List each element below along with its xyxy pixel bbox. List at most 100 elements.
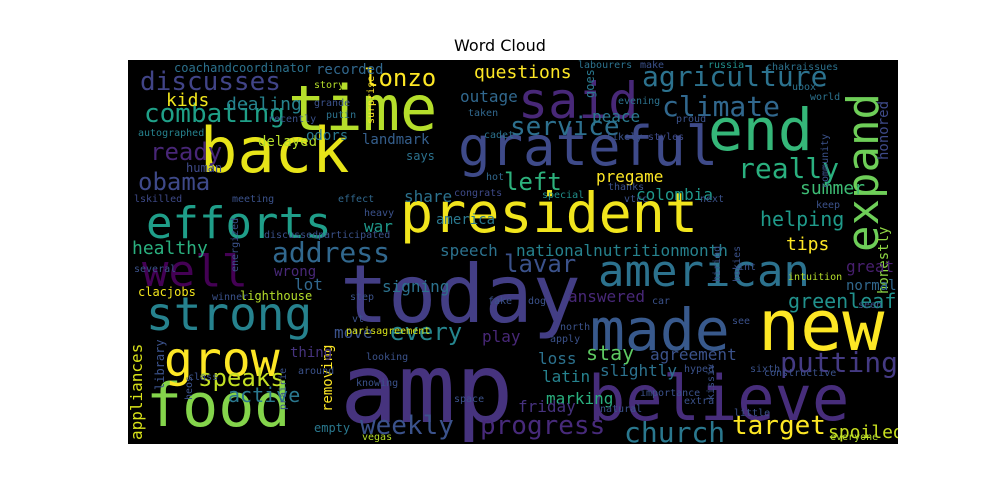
word-helping: helping [760, 207, 844, 231]
word-believe: believe [588, 362, 849, 435]
word-marking: marking [546, 389, 613, 408]
word-vtcc: vtcc [624, 194, 648, 205]
word-progress: progress [480, 411, 605, 441]
word-president: president [400, 181, 698, 245]
word-intuition: intuition [788, 272, 842, 283]
word-delayed: delayed [258, 134, 317, 150]
word-expand: expand [838, 93, 889, 252]
word-colombia: colombia [636, 185, 713, 204]
word-everyone: everyone [830, 432, 878, 443]
word-several: several [134, 264, 176, 275]
word-share: share [404, 187, 452, 206]
word-community: community [820, 134, 831, 188]
word-lskilled: lskilled [134, 194, 182, 205]
word-little: little [734, 408, 770, 419]
word-next: next [700, 194, 724, 205]
word-importance: importance [640, 388, 700, 399]
word-dealing: dealing [226, 94, 302, 115]
word-honored: honored [876, 101, 892, 160]
word-participated: participated [318, 230, 390, 241]
word-active: active [228, 383, 300, 407]
word-vegas: vegas [362, 432, 392, 443]
word-car: car [652, 296, 670, 307]
word-hokies: hokies [732, 246, 743, 282]
word-parisagreement: parisagreement [346, 326, 430, 337]
word-lavar: lavar [504, 250, 576, 278]
word-odors: odors [306, 128, 348, 144]
word-int: int [738, 262, 756, 273]
word-signing: signing [382, 277, 449, 296]
word-grande: grande [314, 98, 350, 109]
word-speaks: speaks [198, 364, 285, 392]
chart-title: Word Cloud [454, 36, 546, 55]
word-efforts: efforts [146, 198, 331, 249]
word-recently: recently [268, 114, 316, 125]
word-congrats: congrats [454, 188, 502, 199]
word-agreement: agreement [650, 345, 737, 364]
word-summer: summer [800, 178, 865, 199]
word-removing: removing [320, 345, 336, 412]
word-answered: answered [568, 287, 645, 306]
word-ready: ready [150, 138, 222, 166]
word-back: back [200, 114, 349, 187]
word-grateful: grateful [458, 115, 718, 178]
word-wrong: wrong [274, 264, 316, 280]
word-american: american [598, 246, 810, 297]
word-left: left [504, 168, 562, 196]
word-thing: thing [290, 345, 332, 361]
word-time: time [288, 72, 437, 145]
word-vt: vt [352, 314, 364, 325]
word-energized: energized [230, 218, 241, 272]
word-styles: styles [648, 132, 684, 143]
word-world: world [810, 92, 840, 103]
word-seen: seen [858, 300, 882, 311]
word-around: around [298, 366, 334, 377]
word-russia: russia [708, 60, 744, 71]
word-appliances: appliances [128, 344, 146, 440]
word-amp: amp [340, 333, 513, 444]
word-kids: kids [166, 90, 209, 111]
word-great: great [846, 257, 894, 276]
word-slightly: slightly [600, 361, 677, 380]
word-see: see [732, 316, 750, 327]
word-taken: taken [468, 108, 498, 119]
word-healthy: healthy [132, 238, 208, 259]
word-questions: questions [474, 62, 572, 83]
word-fake: fake [488, 296, 512, 307]
word-class: class [188, 372, 218, 383]
word-north: north [560, 322, 590, 333]
word-likely: likely [606, 132, 642, 143]
word-step: step [350, 292, 374, 303]
word-clacjobs: clacjobs [138, 285, 196, 299]
word-address: address [272, 236, 390, 269]
word-make: make [640, 60, 664, 71]
word-meeting: meeting [232, 194, 274, 205]
word-play: play [482, 327, 521, 346]
word-ubox: ubox [792, 82, 816, 93]
word-church: church [624, 416, 725, 444]
word-grow: grow [164, 332, 280, 388]
word-tips: tips [786, 234, 829, 255]
word-keep: keep [816, 200, 840, 211]
word-war: war [364, 217, 393, 236]
word-landmark: landmark [362, 132, 430, 148]
word-hiring: hiring [712, 246, 723, 282]
word-surprise: surprise [366, 76, 377, 124]
word-strong: strong [146, 287, 312, 341]
word-lighthouse: lighthouse [240, 289, 312, 303]
word-honestly: honestly [876, 227, 892, 294]
word-looking: looking [366, 352, 408, 363]
word-human: human [186, 161, 222, 175]
word-weekly: weekly [360, 411, 454, 441]
word-hyped: hyped [684, 364, 714, 375]
word-constructive: constructive [764, 368, 836, 379]
word-combating: combating [144, 99, 285, 129]
word-putin: putin [326, 110, 356, 121]
word-discusses: discusses [140, 67, 281, 97]
word-natural: natural [600, 404, 642, 415]
word-winner: winner [212, 292, 248, 303]
word-end: end [708, 96, 813, 164]
word-greenleaf: greenleaf [788, 289, 896, 313]
word-made: made [590, 296, 730, 364]
word-said: said [518, 72, 638, 130]
